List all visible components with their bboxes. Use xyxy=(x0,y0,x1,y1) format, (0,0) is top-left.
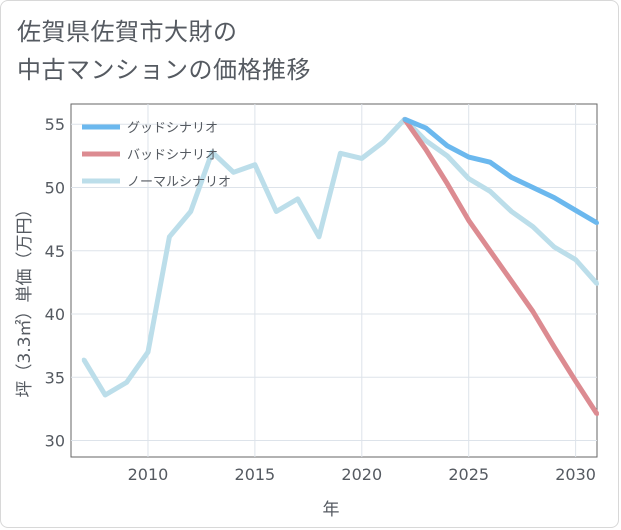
data-point xyxy=(381,140,386,144)
chart-title: 佐賀県佐賀市大財の 中古マンションの価格推移 xyxy=(17,18,311,84)
y-axis-ticks: 30 35 40 45 50 55 xyxy=(45,115,65,450)
y-axis-title: 坪（3.3㎡）単価（万円） xyxy=(15,200,35,397)
legend-label: ノーマルシナリオ xyxy=(127,175,231,190)
data-point xyxy=(466,155,471,160)
x-axis-ticks: 2010 2015 2020 2025 2030 xyxy=(128,465,596,484)
data-point xyxy=(338,151,343,156)
legend-label: バッドシナリオ xyxy=(127,148,218,163)
x-tick-label: 2025 xyxy=(448,465,489,484)
data-point xyxy=(317,234,321,239)
series-lines xyxy=(81,116,600,416)
series-line xyxy=(403,116,599,226)
y-tick-label: 40 xyxy=(45,305,65,324)
data-point xyxy=(210,150,215,155)
y-tick-label: 30 xyxy=(45,432,65,451)
data-point xyxy=(488,189,493,194)
data-point xyxy=(488,248,493,253)
x-tick-label: 2015 xyxy=(235,465,276,484)
data-point xyxy=(359,156,364,161)
y-tick-label: 55 xyxy=(45,115,65,134)
grid xyxy=(71,104,597,457)
x-tick-label: 2010 xyxy=(128,465,169,484)
data-point xyxy=(552,195,557,200)
data-point xyxy=(445,143,450,148)
series-0 xyxy=(402,116,599,226)
legend-item-2[interactable]: ノーマルシナリオ xyxy=(82,175,231,190)
data-point xyxy=(103,393,108,397)
data-point xyxy=(402,117,407,122)
data-point xyxy=(509,279,514,284)
x-tick-label: 2030 xyxy=(555,465,596,484)
data-point xyxy=(423,147,428,152)
data-point xyxy=(595,220,599,225)
data-point xyxy=(252,162,257,167)
data-point xyxy=(530,309,535,314)
legend-label: グッドシナリオ xyxy=(127,121,218,136)
data-point xyxy=(188,209,193,214)
data-point xyxy=(423,126,428,130)
data-point xyxy=(466,218,471,223)
data-point xyxy=(552,344,557,349)
data-point xyxy=(466,176,471,181)
y-tick-label: 35 xyxy=(45,368,65,387)
y-tick-label: 45 xyxy=(45,242,65,261)
legend-item-1[interactable]: バッドシナリオ xyxy=(82,148,218,163)
data-point xyxy=(81,357,86,362)
legend-item-0[interactable]: グッドシナリオ xyxy=(82,121,218,136)
data-point xyxy=(530,185,535,190)
data-point xyxy=(530,224,535,229)
data-point xyxy=(423,138,428,143)
data-point xyxy=(124,380,129,385)
data-point xyxy=(573,379,578,384)
data-point xyxy=(509,209,514,214)
data-point xyxy=(573,208,578,213)
data-point xyxy=(595,412,599,416)
data-point xyxy=(573,257,578,262)
data-point xyxy=(231,170,236,175)
data-point xyxy=(552,245,557,249)
series-1 xyxy=(402,117,600,416)
data-point xyxy=(445,153,450,158)
data-point xyxy=(509,175,514,180)
series-2 xyxy=(81,116,599,398)
data-point xyxy=(295,196,300,201)
data-point xyxy=(488,160,493,165)
y-tick-label: 50 xyxy=(45,179,65,198)
data-point xyxy=(274,209,279,214)
x-axis-title: 年 xyxy=(323,500,340,520)
x-tick-label: 2020 xyxy=(341,465,382,484)
series-line xyxy=(402,117,600,416)
data-point xyxy=(445,181,450,186)
data-point xyxy=(146,350,150,354)
data-point xyxy=(595,281,599,286)
data-point xyxy=(167,234,172,239)
